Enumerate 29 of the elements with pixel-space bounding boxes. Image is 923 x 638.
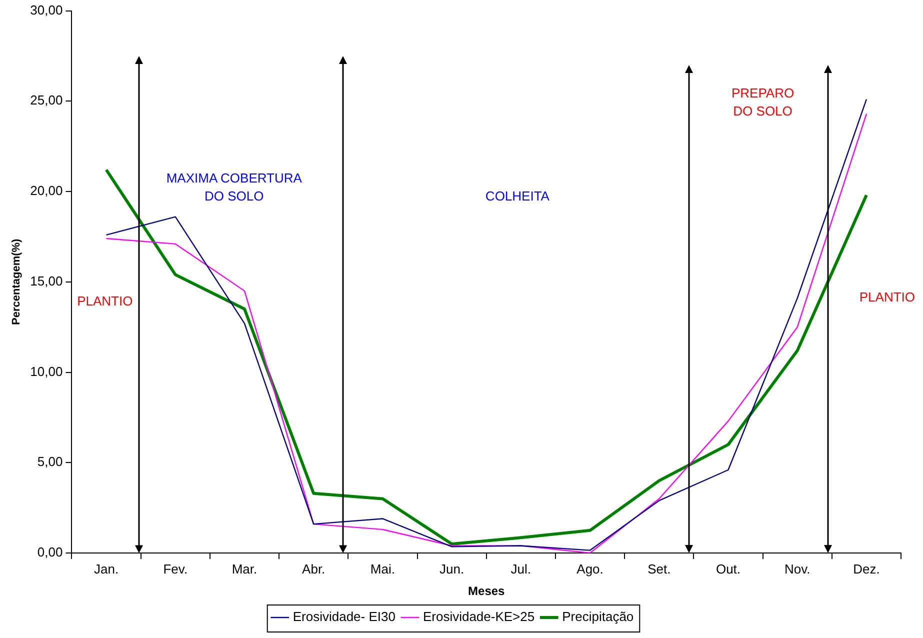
x-tick-label: Out. [716,561,741,576]
annotation: PLANTIO [77,293,133,308]
legend-label: Precipitação [562,609,634,624]
x-tick-label: Dez. [853,561,880,576]
x-tick-label: Ago. [576,561,604,576]
legend-label: Erosividade-KE>25 [422,609,535,624]
x-tick-label: Jan. [94,561,119,576]
x-tick-label: Jul. [510,561,532,576]
annotation: COLHEITA [485,188,550,204]
y-tick-label: 25,00 [30,92,63,108]
annotation: PREPARO DO SOLO [731,86,794,119]
x-tick-label: Fev. [163,561,188,576]
x-tick-label: Mar. [232,561,258,576]
y-axis-title: Percentagem(%) [10,238,23,325]
x-tick-label: Jun. [440,561,464,576]
y-tick-label: 10,00 [30,364,63,379]
x-tick-label: Nov. [784,561,810,576]
y-tick-label: 20,00 [30,183,63,198]
x-tick-label: Mai. [370,561,395,576]
annotation: MAXIMA COBERTURA DO SOLO [166,170,302,204]
x-tick-label: Abr. [302,561,326,576]
y-tick-label: 0,00 [37,544,63,560]
y-tick-label: 30,00 [30,2,63,18]
y-tick-label: 15,00 [30,273,63,288]
x-axis-title: Meses [468,584,506,598]
x-tick-label: Set. [648,561,671,576]
legend-label: Erosividade- EI30 [292,609,396,624]
annotation: PLANTIO [859,290,915,305]
y-tick-label: 5,00 [37,454,63,470]
